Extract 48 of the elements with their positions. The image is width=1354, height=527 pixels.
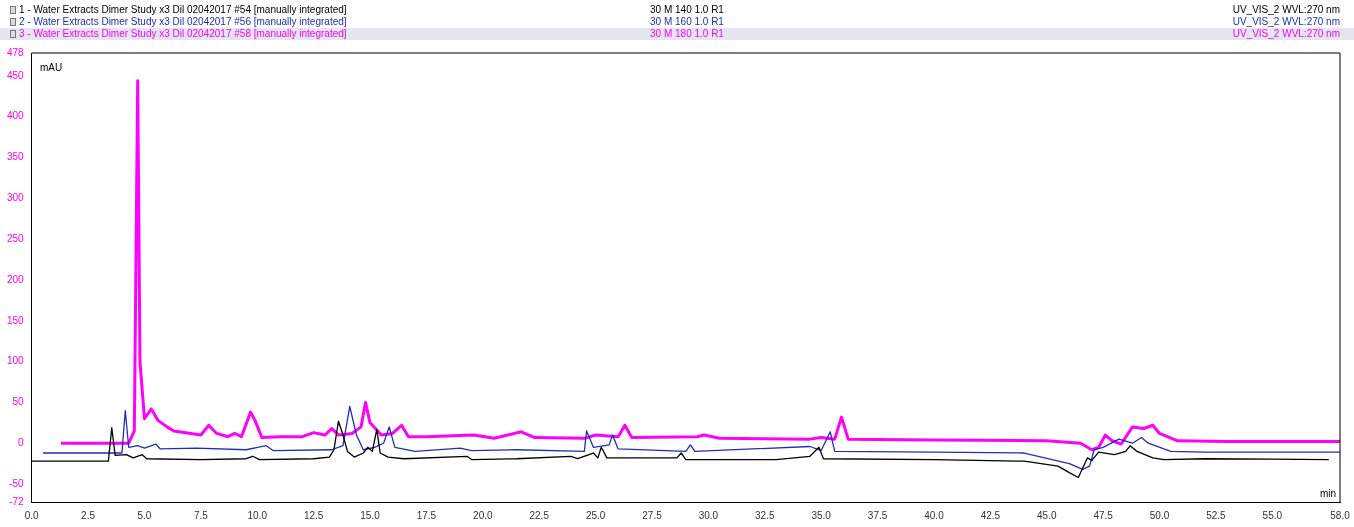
y-tick-label: -72: [9, 495, 25, 507]
x-axis-title: min: [1319, 488, 1336, 499]
x-tick-label: 0.0: [24, 509, 40, 521]
x-tick-label: 15.0: [360, 509, 381, 521]
x-tick-label: 17.5: [416, 509, 437, 521]
x-tick-label: 20.0: [473, 509, 493, 521]
x-tick-label: 55.0: [1262, 509, 1283, 521]
x-tick-label: 58.0: [1330, 509, 1351, 521]
x-tick-label: 7.5: [193, 509, 209, 521]
y-tick-label: 350: [7, 151, 25, 163]
text: 2 - Water Extracts Dimer Study x3 Dil 02042017 #56 [manually integrated]: [19, 16, 347, 28]
x-tick-label: 45.0: [1037, 509, 1057, 521]
y-tick-label: 400: [7, 110, 25, 122]
y-tick-label: 100: [7, 355, 25, 367]
x-tick-label: 12.5: [303, 509, 324, 521]
y-tick-label: 478: [7, 46, 25, 58]
x-tick-label: 2.5: [81, 509, 96, 521]
y-tick-label: 50: [12, 396, 25, 408]
text: 30 M 180 1.0 R1: [650, 28, 724, 40]
x-tick-label: 32.5: [755, 509, 775, 521]
x-tick-label: 35.0: [811, 509, 832, 521]
x-tick-label: 50.0: [1149, 509, 1170, 521]
y-axis-title: mAU: [40, 62, 63, 73]
text: 30 M 140 1.0 R1: [650, 4, 724, 16]
y-tick-label: 250: [7, 232, 25, 244]
x-tick-label: 40.0: [924, 509, 945, 521]
x-tick-label: 52.5: [1206, 509, 1227, 521]
text: 3 - Water Extracts Dimer Study x3 Dil 02042017 #58 [manually integrated]: [19, 28, 347, 40]
y-tick-label: 450: [7, 69, 25, 81]
text: 30 M 160 1.0 R1: [650, 16, 724, 28]
text: UV_VIS_2 WVL:270 nm: [1232, 4, 1340, 16]
y-tick-label: 200: [7, 273, 25, 285]
x-tick-label: 27.5: [642, 509, 663, 521]
y-tick-label: 0: [18, 436, 25, 448]
y-tick-label: 300: [7, 192, 25, 204]
text: UV_VIS_2 WVL:270 nm: [1232, 28, 1340, 40]
y-tick-label: 150: [7, 314, 25, 326]
x-tick-label: 5.0: [137, 509, 152, 521]
x-tick-label: 10.0: [247, 509, 268, 521]
y-tick-label: -50: [9, 477, 25, 489]
x-tick-label: 22.5: [529, 509, 550, 521]
x-tick-label: 47.5: [1093, 509, 1114, 521]
text: UV_VIS_2 WVL:270 nm: [1232, 16, 1340, 28]
x-tick-label: 30.0: [698, 509, 719, 521]
x-tick-label: 37.5: [867, 509, 888, 521]
x-tick-label: 42.5: [980, 509, 1001, 521]
x-tick-label: 25.0: [585, 509, 606, 521]
text: 1 - Water Extracts Dimer Study x3 Dil 02042017 #54 [manually integrated]: [19, 4, 347, 16]
